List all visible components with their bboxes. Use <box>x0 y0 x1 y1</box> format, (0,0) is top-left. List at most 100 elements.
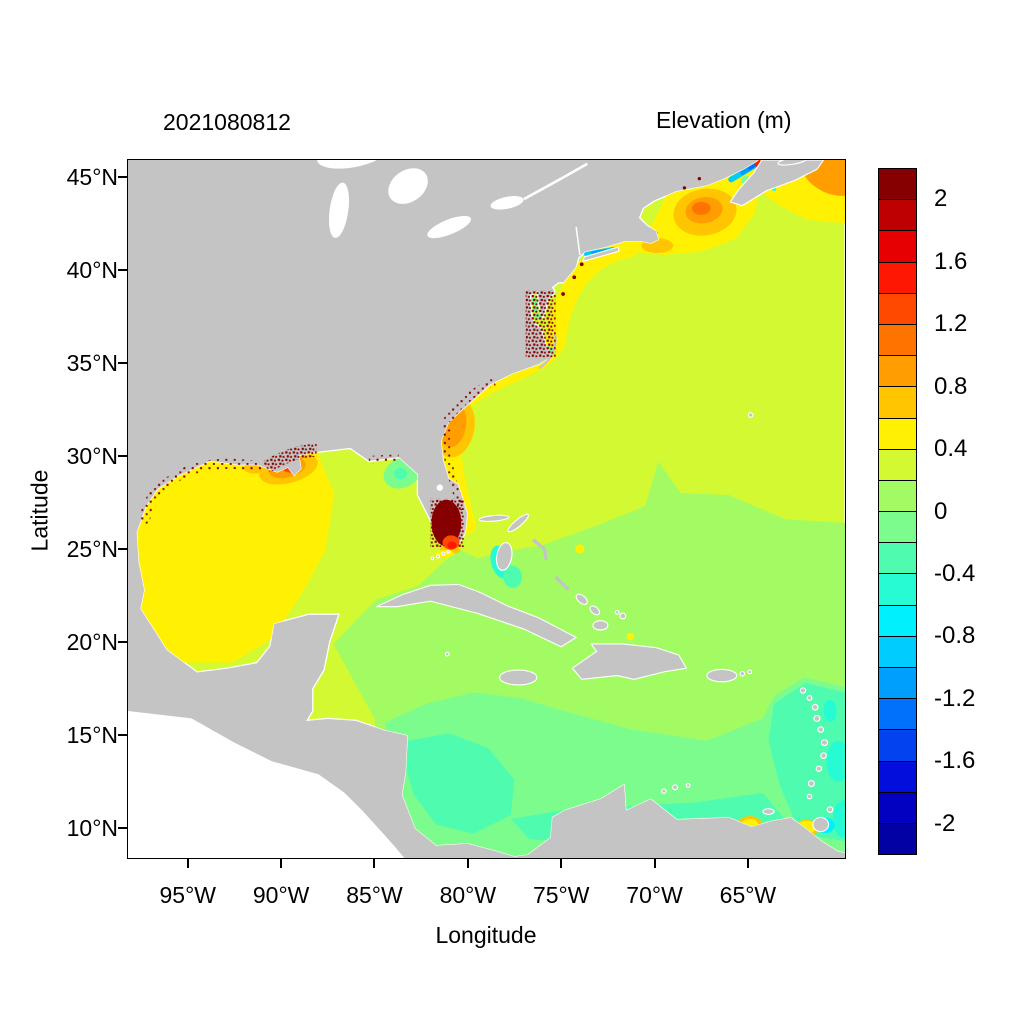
x-tick-label: 75°W <box>532 882 590 908</box>
y-tick-mark <box>118 454 128 457</box>
colorbar-cell <box>879 200 916 232</box>
streak-fundy-deepblue <box>748 163 757 170</box>
colorbar-cell <box>879 387 916 419</box>
island-hispaniola <box>571 643 688 680</box>
colorbar-cell <box>879 262 916 294</box>
lake-ontario <box>490 196 524 210</box>
island-crooked <box>589 605 601 616</box>
island-curacao <box>672 784 679 791</box>
y-tick-mark <box>118 641 128 644</box>
islands-layer <box>376 160 834 833</box>
colorbar-cell <box>879 605 916 637</box>
y-tick-mark <box>118 175 128 178</box>
speckles-texas-coast <box>139 458 264 526</box>
fleck-yellow-turks <box>626 632 635 641</box>
island-antilles7 <box>820 752 827 759</box>
lake-michigan <box>328 182 350 238</box>
fleck-yellow-abaco <box>575 544 585 554</box>
speckle-nj2 <box>579 262 584 267</box>
island-key4 <box>430 556 435 561</box>
y-axis-title: Latitude <box>26 469 53 552</box>
region-sw-caribbean-spring <box>404 733 515 834</box>
speckle-maine2 <box>697 176 702 181</box>
island-aruba <box>661 788 667 794</box>
island-andros <box>495 542 513 571</box>
colorbar-cell <box>879 293 916 325</box>
map-plot-area <box>127 159 846 859</box>
island-eleuthera <box>532 538 548 561</box>
island-key1 <box>446 549 451 554</box>
x-tick-mark <box>560 859 563 868</box>
y-tick-mark <box>118 548 128 551</box>
x-tick-label: 95°W <box>159 882 217 908</box>
patch-honduras-fleck <box>320 685 339 707</box>
run-timestamp-title: 2021080812 <box>163 109 291 135</box>
island-puertorico <box>706 668 738 683</box>
colorbar-cell <box>879 543 916 575</box>
y-tick-mark <box>118 734 128 737</box>
y-tick-label: 15°N <box>66 722 118 749</box>
y-tick-label: 35°N <box>66 349 118 376</box>
island-acklins <box>575 593 588 605</box>
colorbar-tick-label: 2 <box>934 185 948 213</box>
y-tick-label: 10°N <box>66 815 118 842</box>
island-antilles3 <box>811 703 819 711</box>
y-tick-label: 25°N <box>66 536 118 563</box>
island-virgin2 <box>747 669 753 675</box>
island-cayman <box>444 651 450 657</box>
colorbar-tick-label: 1.6 <box>934 247 968 275</box>
island-antilles4 <box>813 714 821 722</box>
speckles-louisiana-coast <box>262 443 317 473</box>
x-axis-title: Longitude <box>435 922 537 948</box>
x-tick-label: 70°W <box>626 882 683 908</box>
patch-trinidad-teal <box>832 800 845 838</box>
river-hudson <box>575 226 581 256</box>
x-tick-mark <box>280 859 283 868</box>
nodata-pacific <box>128 710 405 858</box>
x-tick-mark <box>653 859 656 868</box>
colorbar-cell <box>879 356 916 388</box>
speckles-fl-east-coast <box>442 423 466 512</box>
island-grandbahama <box>478 514 510 522</box>
y-tick-label: 40°N <box>66 256 118 283</box>
colorbar-cell <box>879 636 916 668</box>
island-key2 <box>441 551 446 556</box>
island-abaco <box>507 513 530 533</box>
island-novascotia <box>729 160 825 207</box>
patch-bahamas-spring <box>503 565 522 589</box>
colorbar-cell <box>879 574 916 606</box>
island-turks2 <box>614 609 620 615</box>
y-tick-mark <box>118 827 128 830</box>
colorbar-cell <box>879 512 916 544</box>
island-antilles10 <box>806 793 813 800</box>
colorbar-tick-label: 0.4 <box>934 435 968 463</box>
region-east-antilles-spring <box>768 683 845 842</box>
lake-florida <box>436 484 443 491</box>
island-inagua <box>592 620 609 631</box>
colorbar-cell <box>879 823 916 855</box>
lake-superior <box>317 160 388 169</box>
island-longisland-ny <box>581 246 620 263</box>
island-bonaire <box>685 782 691 788</box>
colorbar-tick-label: -0.4 <box>934 559 976 587</box>
x-tick-label: 85°W <box>346 882 403 908</box>
island-antilles5 <box>817 726 825 733</box>
x-tick-mark <box>746 859 749 868</box>
island-margarita <box>762 808 775 815</box>
x-tick-label: 90°W <box>252 882 310 908</box>
x-tick-label: 80°W <box>439 882 497 908</box>
island-cuba <box>376 583 578 648</box>
patch-antilles-turquoise2 <box>823 699 837 723</box>
colorbar-cell <box>879 730 916 762</box>
colorbar-cell <box>879 324 916 357</box>
colorbar-cell <box>879 699 916 731</box>
x-tick-mark <box>466 859 469 868</box>
colorbar <box>878 168 917 855</box>
colorbar-cell <box>879 761 916 793</box>
island-jamaica <box>499 669 538 686</box>
lake-huron <box>388 168 428 204</box>
speckle-layer <box>139 176 702 550</box>
y-tick-mark <box>118 361 128 364</box>
island-antilles2 <box>806 694 813 701</box>
